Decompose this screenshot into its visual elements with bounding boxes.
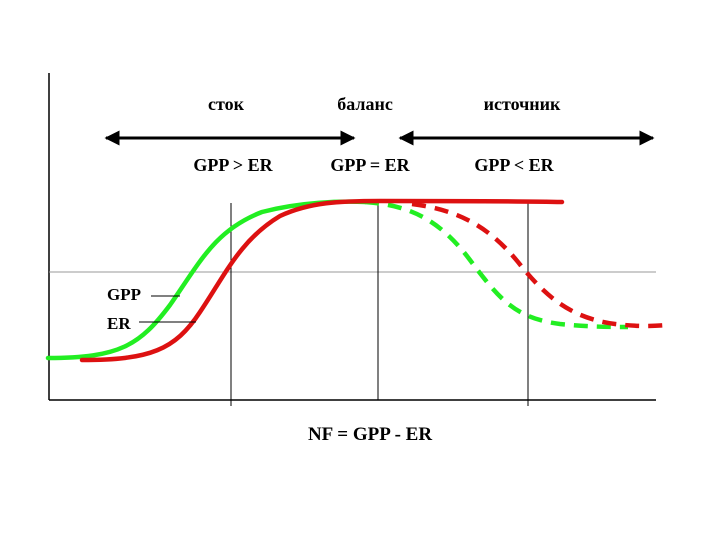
condition-source: GPP < ER (474, 155, 554, 175)
header-balance: баланс (337, 94, 393, 114)
condition-balance: GPP = ER (330, 155, 410, 175)
header-source: источник (484, 94, 561, 114)
er-curve-solid (79, 198, 565, 363)
header-sink: сток (208, 94, 245, 114)
er-curve-dashed (411, 201, 669, 329)
gpp-curve-solid (45, 199, 368, 361)
condition-sink: GPP > ER (193, 155, 273, 175)
formula-label: NF = GPP - ER (308, 424, 432, 445)
legend-er-label: ER (107, 314, 131, 333)
legend-gpp-label: GPP (107, 285, 141, 304)
gpp-curve-dashed (364, 199, 629, 330)
